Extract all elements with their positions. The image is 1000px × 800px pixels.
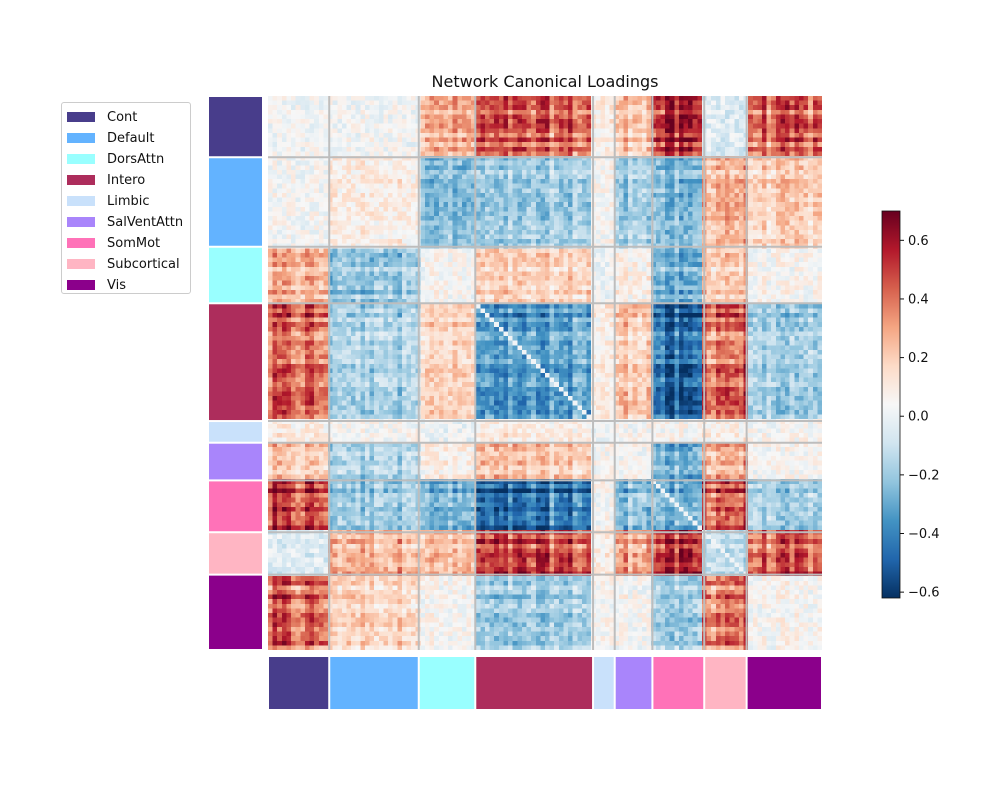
network-row-bar-default: [209, 158, 262, 246]
network-row-bar-sommot: [209, 481, 262, 532]
network-col-bar-intero: [476, 657, 593, 709]
legend: Cont Default DorsAttn Intero Limbic SalVentAt…: [61, 102, 191, 294]
legend-swatch: [67, 259, 95, 269]
network-row-bar-salventattn: [209, 443, 262, 480]
legend-swatch: [67, 217, 95, 227]
legend-item-salventattn: SalVentAttn: [67, 214, 183, 230]
network-row-bar-cont: [209, 97, 262, 157]
network-col-bar-vis: [747, 657, 821, 709]
legend-swatch: [67, 196, 95, 206]
legend-item-dorsattn: DorsAttn: [67, 151, 164, 167]
network-col-bar-salventattn: [615, 657, 652, 709]
colorbar-tick-label: 0.0: [908, 410, 929, 425]
colorbar-tick-label: 0.6: [908, 234, 929, 249]
legend-label: Limbic: [107, 193, 150, 209]
network-col-bar-default: [330, 657, 418, 709]
legend-swatch: [67, 175, 95, 185]
heatmap-cells: [268, 96, 822, 650]
legend-item-limbic: Limbic: [67, 193, 150, 209]
legend-label: Intero: [107, 172, 146, 188]
legend-swatch: [67, 133, 95, 143]
network-row-bar-limbic: [209, 422, 262, 442]
colorbar-tick-label: −0.6: [908, 586, 940, 601]
legend-swatch: [67, 154, 95, 164]
legend-label: Subcortical: [107, 256, 180, 272]
network-row-bar-dorsattn: [209, 247, 262, 303]
colorbar: [881, 210, 901, 599]
chart-title: Network Canonical Loadings: [431, 72, 659, 91]
legend-item-subcortical: Subcortical: [67, 256, 180, 272]
network-row-bar-intero: [209, 304, 262, 421]
legend-swatch: [67, 280, 95, 290]
legend-label: Default: [107, 130, 155, 146]
network-col-bar-cont: [269, 657, 329, 709]
colorbar-tick-label: −0.2: [908, 468, 940, 483]
network-col-bar-dorsattn: [419, 657, 475, 709]
legend-item-cont: Cont: [67, 109, 137, 125]
network-row-bar-vis: [209, 575, 262, 649]
legend-label: DorsAttn: [107, 151, 165, 167]
network-col-bar-sommot: [653, 657, 704, 709]
colorbar-tick-label: 0.4: [908, 292, 929, 307]
legend-item-default: Default: [67, 130, 155, 146]
legend-swatch: [67, 238, 95, 248]
legend-swatch: [67, 112, 95, 122]
network-col-bar-limbic: [594, 657, 614, 709]
legend-label: Cont: [107, 109, 138, 125]
legend-item-vis: Vis: [67, 277, 126, 293]
legend-item-sommot: SomMot: [67, 235, 160, 251]
network-col-bar-subcortical: [705, 657, 746, 709]
colorbar-tick-label: −0.4: [908, 527, 940, 542]
network-row-bar-subcortical: [209, 533, 262, 574]
legend-item-intero: Intero: [67, 172, 145, 188]
legend-label: SomMot: [107, 235, 161, 251]
legend-label: SalVentAttn: [107, 214, 184, 230]
colorbar-tick-label: 0.2: [908, 351, 929, 366]
legend-label: Vis: [107, 277, 126, 293]
